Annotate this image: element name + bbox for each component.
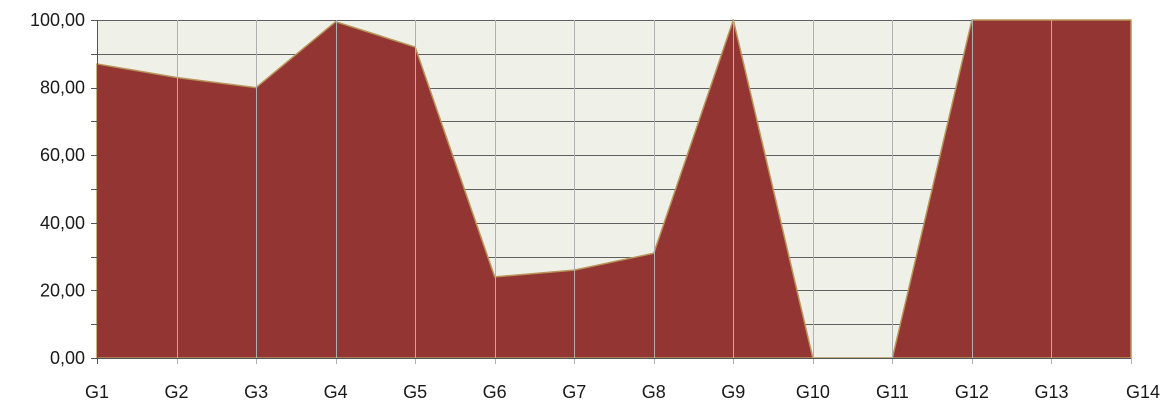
x-tick-label: G7 xyxy=(562,382,586,402)
x-tick-label: G9 xyxy=(721,382,745,402)
y-tick-label: 40,00 xyxy=(40,213,85,233)
category-lines xyxy=(177,20,1132,364)
x-tick-label: G3 xyxy=(244,382,268,402)
x-tick-label: G14 xyxy=(1126,382,1160,402)
x-tick-label: G2 xyxy=(165,382,189,402)
y-tick-label: 60,00 xyxy=(40,145,85,165)
x-tick-label: G1 xyxy=(85,382,109,402)
x-tick-label: G6 xyxy=(483,382,507,402)
x-tick-label: G11 xyxy=(876,382,909,402)
x-tick-label: G5 xyxy=(403,382,427,402)
x-tick-label: G8 xyxy=(642,382,666,402)
x-axis-tick-labels: G1 G2 G3 G4 G5 G6 G7 G8 G9 G10 G11 G12 G13 G14 xyxy=(85,382,1160,402)
x-tick-label: G13 xyxy=(1034,382,1068,402)
y-tick-label: 0,00 xyxy=(50,348,85,368)
y-axis-tick-labels: 0,00 20,00 40,00 60,00 80,00 100,00 xyxy=(30,10,85,368)
data-area xyxy=(96,19,1132,359)
y-tick-label: 20,00 xyxy=(40,280,85,300)
axes xyxy=(91,20,1131,364)
x-tick-label: G10 xyxy=(796,382,830,402)
y-tick-label: 80,00 xyxy=(40,78,85,98)
x-tick-label: G4 xyxy=(324,382,348,402)
y-tick-label: 100,00 xyxy=(30,10,85,30)
x-tick-label: G12 xyxy=(955,382,989,402)
